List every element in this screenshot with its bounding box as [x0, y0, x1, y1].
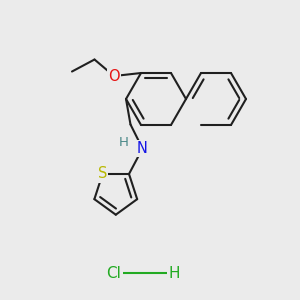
Text: Cl: Cl: [106, 266, 122, 280]
Text: H: H: [119, 136, 129, 149]
Text: H: H: [168, 266, 180, 280]
Text: O: O: [108, 68, 120, 83]
Text: N: N: [137, 141, 148, 156]
Text: S: S: [98, 167, 107, 182]
